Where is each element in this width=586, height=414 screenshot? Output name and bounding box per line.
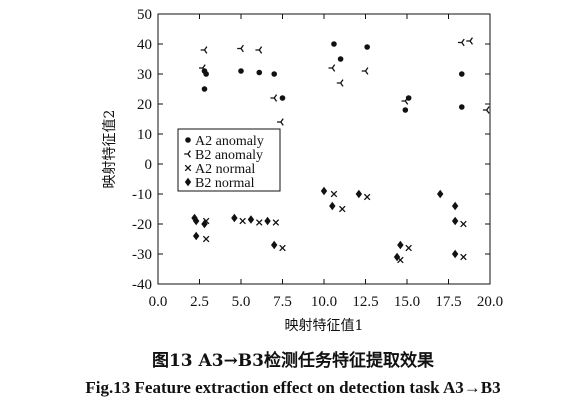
- data-point: [192, 231, 200, 241]
- data-point: [451, 201, 459, 211]
- data-point: [264, 216, 271, 226]
- legend-marker: [184, 150, 191, 158]
- series-b2-normal: [191, 186, 459, 262]
- data-point: [331, 41, 337, 47]
- data-point: [336, 79, 344, 87]
- x-tick-label: 15.0: [394, 294, 420, 310]
- data-point: [466, 37, 474, 45]
- data-point: [201, 219, 208, 229]
- data-point: [329, 201, 336, 211]
- data-point: [355, 189, 363, 199]
- data-point: [457, 38, 465, 47]
- legend-label: B2 normal: [195, 176, 255, 191]
- data-point: [231, 213, 238, 223]
- data-point: [202, 235, 210, 243]
- data-point: [199, 64, 206, 72]
- data-point: [363, 193, 371, 201]
- y-tick-label: 0: [145, 157, 153, 173]
- data-point: [460, 220, 467, 228]
- y-tick-label: -20: [132, 217, 152, 233]
- x-tick-label: 5.0: [232, 294, 251, 310]
- y-tick-label: 10: [137, 127, 152, 143]
- data-point: [458, 71, 465, 77]
- x-tick-label: 20.0: [477, 294, 503, 310]
- data-point: [458, 104, 465, 110]
- data-point: [339, 205, 346, 213]
- data-point: [393, 252, 401, 262]
- data-point: [200, 46, 208, 54]
- legend-marker: [185, 137, 191, 143]
- data-point: [320, 186, 328, 196]
- data-point: [238, 68, 244, 74]
- data-point: [361, 67, 369, 75]
- axis-ticks: [157, 13, 491, 285]
- x-tick-label: 0.0: [149, 294, 168, 310]
- series-b2-anomaly: [199, 37, 490, 126]
- data-point: [272, 219, 280, 226]
- data-point: [239, 217, 246, 225]
- data-point: [255, 46, 263, 54]
- y-tick-label: -30: [132, 247, 152, 263]
- data-point: [270, 94, 278, 102]
- series-a2-normal: [202, 190, 467, 264]
- data-point: [401, 97, 409, 105]
- data-point: [192, 216, 200, 226]
- x-tick-labels: 0.0 2.5 5.0 7.5 10.0 12.5 15.0 17.5 20.0: [149, 294, 504, 310]
- x-tick-label: 12.5: [352, 294, 378, 310]
- data-point: [201, 86, 208, 92]
- data-points: [191, 37, 490, 264]
- scatter-chart: -40 -30 -20 -10 0 10 20 30 40 50 0.0 2.5 5.0 7.5 10.0…: [102, 7, 504, 334]
- data-point: [460, 253, 467, 261]
- figure-caption-chinese: 图13 A3→B3检测任务特征提取效果: [151, 351, 435, 371]
- data-point: [337, 56, 344, 62]
- legend-label: A2 anomaly: [195, 134, 264, 149]
- data-point: [237, 44, 244, 53]
- data-point: [451, 249, 459, 259]
- data-point: [405, 244, 412, 252]
- y-tick-label: 20: [137, 97, 152, 113]
- data-point: [271, 71, 278, 77]
- x-tick-label: 7.5: [273, 294, 292, 310]
- y-tick-label: -10: [132, 187, 152, 203]
- data-point: [271, 240, 278, 250]
- data-point: [256, 219, 263, 226]
- data-point: [277, 118, 284, 126]
- data-point: [256, 69, 263, 76]
- y-tick-label: 30: [137, 67, 152, 83]
- x-tick-label: 10.0: [311, 294, 337, 310]
- data-point: [279, 95, 286, 101]
- data-point: [328, 64, 336, 72]
- y-axis-label: 映射特征值2: [102, 110, 118, 189]
- data-point: [203, 71, 209, 77]
- x-tick-label: 2.5: [190, 294, 209, 310]
- y-tick-label: -40: [132, 277, 152, 293]
- legend-marker: [184, 177, 192, 187]
- data-point: [330, 190, 338, 198]
- data-point: [279, 244, 286, 252]
- data-point: [247, 215, 255, 224]
- x-tick-label: 17.5: [435, 294, 461, 310]
- legend-label: B2 anomaly: [195, 148, 263, 163]
- y-tick-label: 40: [137, 37, 152, 53]
- y-tick-label: 50: [137, 7, 152, 23]
- data-point: [451, 216, 459, 226]
- legend-marker: [184, 164, 192, 172]
- series-a2-anomaly: [201, 41, 465, 113]
- x-axis-label: 映射特征值1: [285, 318, 364, 334]
- data-point: [437, 189, 444, 199]
- legend-label: A2 normal: [195, 162, 255, 177]
- data-point: [397, 240, 404, 250]
- data-point: [402, 107, 409, 113]
- y-tick-labels: -40 -30 -20 -10 0 10 20 30 40 50: [132, 7, 152, 293]
- data-point: [364, 44, 370, 50]
- figure-caption-english: Fig.13 Feature extraction effect on dete…: [85, 378, 501, 397]
- legend-box: [177, 128, 281, 192]
- data-point: [482, 106, 490, 114]
